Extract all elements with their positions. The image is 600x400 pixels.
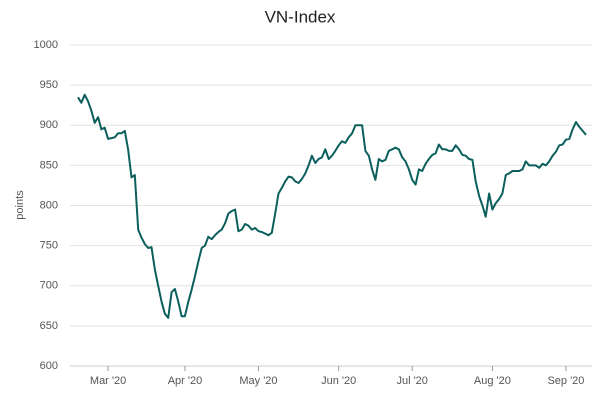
x-tick-label: May '20	[239, 375, 277, 387]
x-tick-label: Sep '20	[547, 375, 584, 387]
x-tick-label: Mar '20	[90, 375, 126, 387]
chart-title: VN-Index	[265, 7, 336, 26]
x-tick-label: Jul '20	[396, 375, 427, 387]
y-tick-label: 750	[40, 240, 58, 252]
y-tick-label: 700	[40, 280, 58, 292]
y-tick-label: 900	[40, 119, 58, 131]
x-tick-label: Apr '20	[168, 375, 203, 387]
y-tick-label: 600	[40, 360, 58, 372]
y-tick-label: 650	[40, 320, 58, 332]
y-tick-label: 800	[40, 199, 58, 211]
y-tick-label: 950	[40, 79, 58, 91]
x-tick-label: Aug '20	[474, 375, 511, 387]
y-tick-label: 1000	[34, 39, 58, 51]
line-series	[77, 93, 587, 319]
y-tick-label: 850	[40, 159, 58, 171]
y-axis-label: points	[14, 190, 26, 220]
x-tick-label: Jun '20	[321, 375, 356, 387]
